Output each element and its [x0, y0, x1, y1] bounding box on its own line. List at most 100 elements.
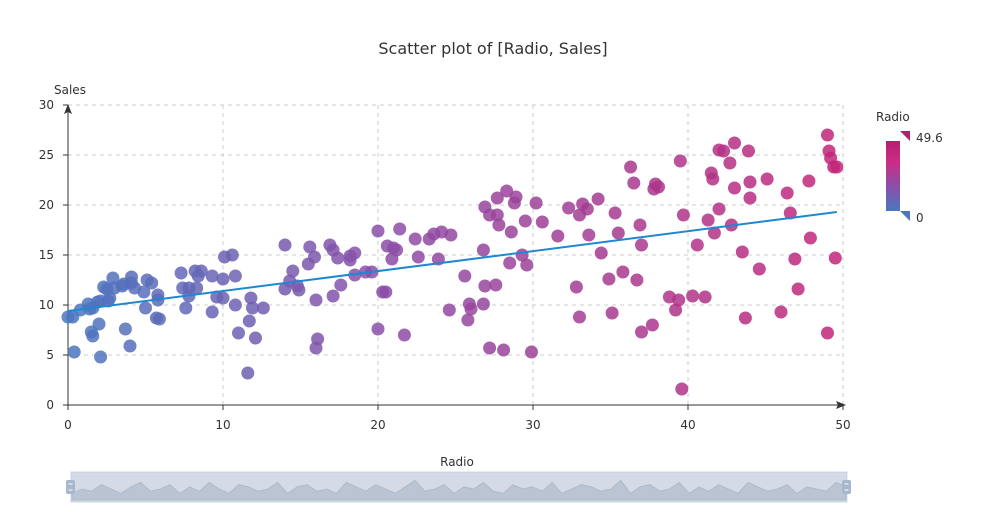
data-point	[676, 208, 690, 222]
visual-map-max-handle-icon[interactable]	[900, 131, 910, 141]
x-tick-label: 40	[680, 418, 695, 432]
data-point	[562, 201, 576, 215]
data-point	[483, 341, 497, 355]
data-point	[645, 318, 659, 332]
data-point	[605, 306, 619, 320]
data-point	[616, 265, 630, 279]
visual-map-min-label: 0	[916, 211, 924, 225]
data-point	[489, 278, 503, 292]
data-point	[232, 326, 245, 340]
data-point	[672, 293, 686, 307]
data-point	[490, 191, 504, 205]
data-point	[334, 278, 348, 292]
data-point	[92, 317, 106, 331]
data-point	[728, 181, 741, 195]
data-point	[627, 176, 641, 190]
data-point	[123, 339, 137, 353]
data-point	[478, 279, 492, 293]
data-point	[492, 218, 506, 232]
data-point	[244, 291, 258, 305]
data-point	[249, 331, 262, 345]
data-point	[788, 252, 802, 266]
data-point	[608, 206, 622, 220]
data-zoom-right-handle-icon[interactable]	[842, 480, 851, 494]
data-point	[278, 238, 292, 252]
data-point	[286, 264, 300, 278]
data-points	[61, 128, 844, 396]
data-point	[139, 301, 152, 315]
data-point	[461, 313, 475, 327]
data-point	[525, 345, 538, 359]
data-point	[179, 301, 193, 315]
visual-map-label: Radio	[876, 110, 910, 124]
data-point	[791, 282, 805, 296]
data-point	[594, 246, 608, 260]
data-point	[821, 326, 834, 340]
y-tick-label: 30	[39, 98, 54, 112]
data-point	[707, 226, 721, 240]
data-point	[106, 271, 120, 285]
data-point	[458, 269, 472, 283]
data-point	[309, 293, 323, 307]
data-point	[137, 285, 151, 299]
data-point	[241, 366, 255, 380]
data-point	[292, 283, 306, 297]
data-point	[723, 156, 737, 170]
data-point	[225, 248, 239, 262]
data-point	[216, 272, 230, 286]
data-point	[326, 289, 340, 303]
data-zoom-left-handle-icon[interactable]	[66, 480, 75, 494]
y-tick-labels: 0 5 10 15 20 25 30	[39, 98, 68, 412]
data-point	[735, 245, 749, 259]
x-axis-arrow-icon	[836, 401, 846, 409]
data-point	[118, 322, 132, 336]
data-point	[701, 213, 715, 227]
x-tick-label: 20	[370, 418, 385, 432]
y-axis-label: Sales	[54, 83, 86, 97]
data-point	[774, 305, 788, 319]
data-zoom-selection[interactable]	[71, 472, 847, 502]
data-point	[828, 251, 842, 265]
data-point	[624, 160, 638, 174]
data-point	[145, 276, 159, 290]
data-point	[308, 250, 321, 264]
visual-map[interactable]: Radio 49.6 0	[876, 110, 943, 225]
data-point	[742, 144, 755, 158]
data-point	[738, 311, 752, 325]
visual-map-gradient-bar[interactable]	[886, 141, 900, 211]
data-point	[103, 291, 117, 305]
data-point	[635, 325, 648, 339]
data-point	[190, 281, 204, 295]
data-point	[802, 174, 816, 188]
data-point	[673, 154, 687, 168]
chart-title: Scatter plot of [Radio, Sales]	[378, 39, 607, 58]
data-point	[780, 186, 794, 200]
visual-map-min-handle-icon[interactable]	[900, 211, 910, 221]
data-point	[698, 290, 712, 304]
data-point	[743, 175, 757, 189]
data-point	[669, 303, 683, 317]
x-axis-label: Radio	[440, 455, 474, 469]
x-tick-label: 10	[215, 418, 230, 432]
data-point	[675, 382, 689, 396]
data-point	[444, 228, 458, 242]
data-point	[504, 225, 518, 239]
data-zoom-slider[interactable]	[66, 471, 851, 503]
data-point	[476, 297, 490, 311]
data-point	[633, 218, 647, 232]
data-point	[94, 350, 108, 364]
data-point	[712, 202, 726, 216]
data-point	[242, 314, 256, 328]
y-tick-label: 15	[39, 248, 54, 262]
data-point	[379, 285, 393, 299]
data-point	[760, 172, 774, 186]
data-point	[503, 256, 517, 270]
y-tick-label: 25	[39, 148, 54, 162]
data-point	[717, 144, 731, 158]
data-point	[830, 160, 844, 174]
data-point	[348, 246, 362, 260]
data-point	[397, 328, 411, 342]
visual-map-max-label: 49.6	[916, 131, 943, 145]
